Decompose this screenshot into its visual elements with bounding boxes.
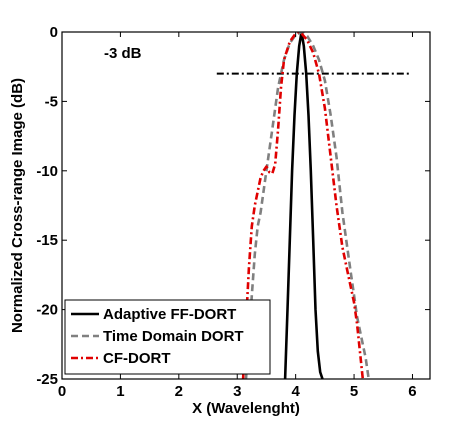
x-tick-label: 4 bbox=[291, 383, 300, 400]
x-tick-label: 1 bbox=[116, 383, 124, 400]
x-tick-label: 0 bbox=[58, 383, 66, 400]
y-tick-label: -10 bbox=[36, 163, 58, 180]
x-axis-label: X (Wavelenght) bbox=[192, 400, 300, 417]
series-line-time-domain-dort bbox=[244, 32, 370, 379]
legend-entry-label: CF-DORT bbox=[103, 350, 171, 367]
y-tick-label: 0 bbox=[50, 24, 58, 41]
threshold-annotation: -3 dB bbox=[104, 45, 142, 62]
y-tick-label: -5 bbox=[45, 93, 58, 110]
legend-entry-label: Adaptive FF-DORT bbox=[103, 306, 236, 323]
x-tick-label: 5 bbox=[350, 383, 358, 400]
tick-layer: 0 1 2 3 4 5 6 0 -5 -10 -15 -20 -25 bbox=[36, 24, 430, 400]
x-tick-label: 2 bbox=[175, 383, 183, 400]
legend-entry-label: Time Domain DORT bbox=[103, 328, 244, 345]
series-layer bbox=[216, 32, 410, 379]
y-tick-label: -15 bbox=[36, 232, 58, 249]
legend: Adaptive FF-DORT Time Domain DORT CF-DORT bbox=[64, 299, 271, 375]
legend-box bbox=[64, 299, 271, 375]
x-tick-label: 6 bbox=[408, 383, 416, 400]
plot-frame bbox=[61, 31, 431, 380]
series-line-adaptive-ff-dort bbox=[283, 32, 324, 379]
y-tick-label: -25 bbox=[36, 371, 58, 388]
y-axis-label: Normalized Cross-range Image (dB) bbox=[9, 78, 26, 333]
y-tick-label: -20 bbox=[36, 302, 58, 319]
x-tick-label: 3 bbox=[233, 383, 241, 400]
